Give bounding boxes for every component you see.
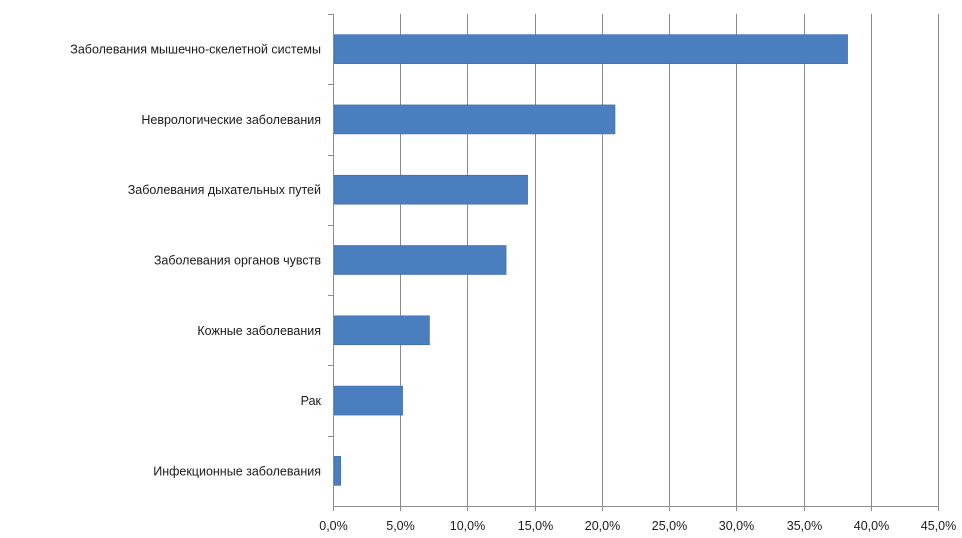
x-tick-label: 35,0% xyxy=(787,519,822,533)
axes xyxy=(328,14,939,511)
bar xyxy=(333,174,528,205)
bar xyxy=(333,456,342,486)
x-tick-label: 40,0% xyxy=(854,519,889,533)
x-tick-label: 0,0% xyxy=(319,519,348,533)
x-tick-label: 45,0% xyxy=(921,519,956,533)
category-labels: Заболевания мышечно-скелетной системы Нев… xyxy=(70,43,321,479)
x-tick-label: 10,0% xyxy=(450,519,485,533)
x-tick-labels: 0,0% 5,0% 10,0% 15,0% 20,0% 25,0% 30,0% 35,0% 40… xyxy=(319,519,956,533)
x-tick-label: 15,0% xyxy=(518,519,553,533)
category-label: Кожные заболевания xyxy=(197,324,321,338)
bar xyxy=(333,104,616,135)
x-tick-label: 5,0% xyxy=(386,519,415,533)
bar xyxy=(333,34,848,64)
category-label: Инфекционные заболевания xyxy=(153,464,321,478)
category-label: Заболевания органов чувств xyxy=(154,254,322,268)
x-tick-label: 25,0% xyxy=(652,519,687,533)
bars xyxy=(333,34,848,486)
bar xyxy=(333,385,403,416)
category-label: Заболевания мышечно-скелетной системы xyxy=(70,43,321,57)
x-tick-label: 20,0% xyxy=(585,519,620,533)
x-tick-label: 30,0% xyxy=(719,519,754,533)
category-label: Неврологические заболевания xyxy=(141,113,321,127)
gridlines xyxy=(400,14,939,506)
category-label: Заболевания дыхательных путей xyxy=(128,183,321,197)
category-label: Рак xyxy=(301,394,322,408)
bar xyxy=(333,315,430,346)
bar xyxy=(333,245,507,275)
